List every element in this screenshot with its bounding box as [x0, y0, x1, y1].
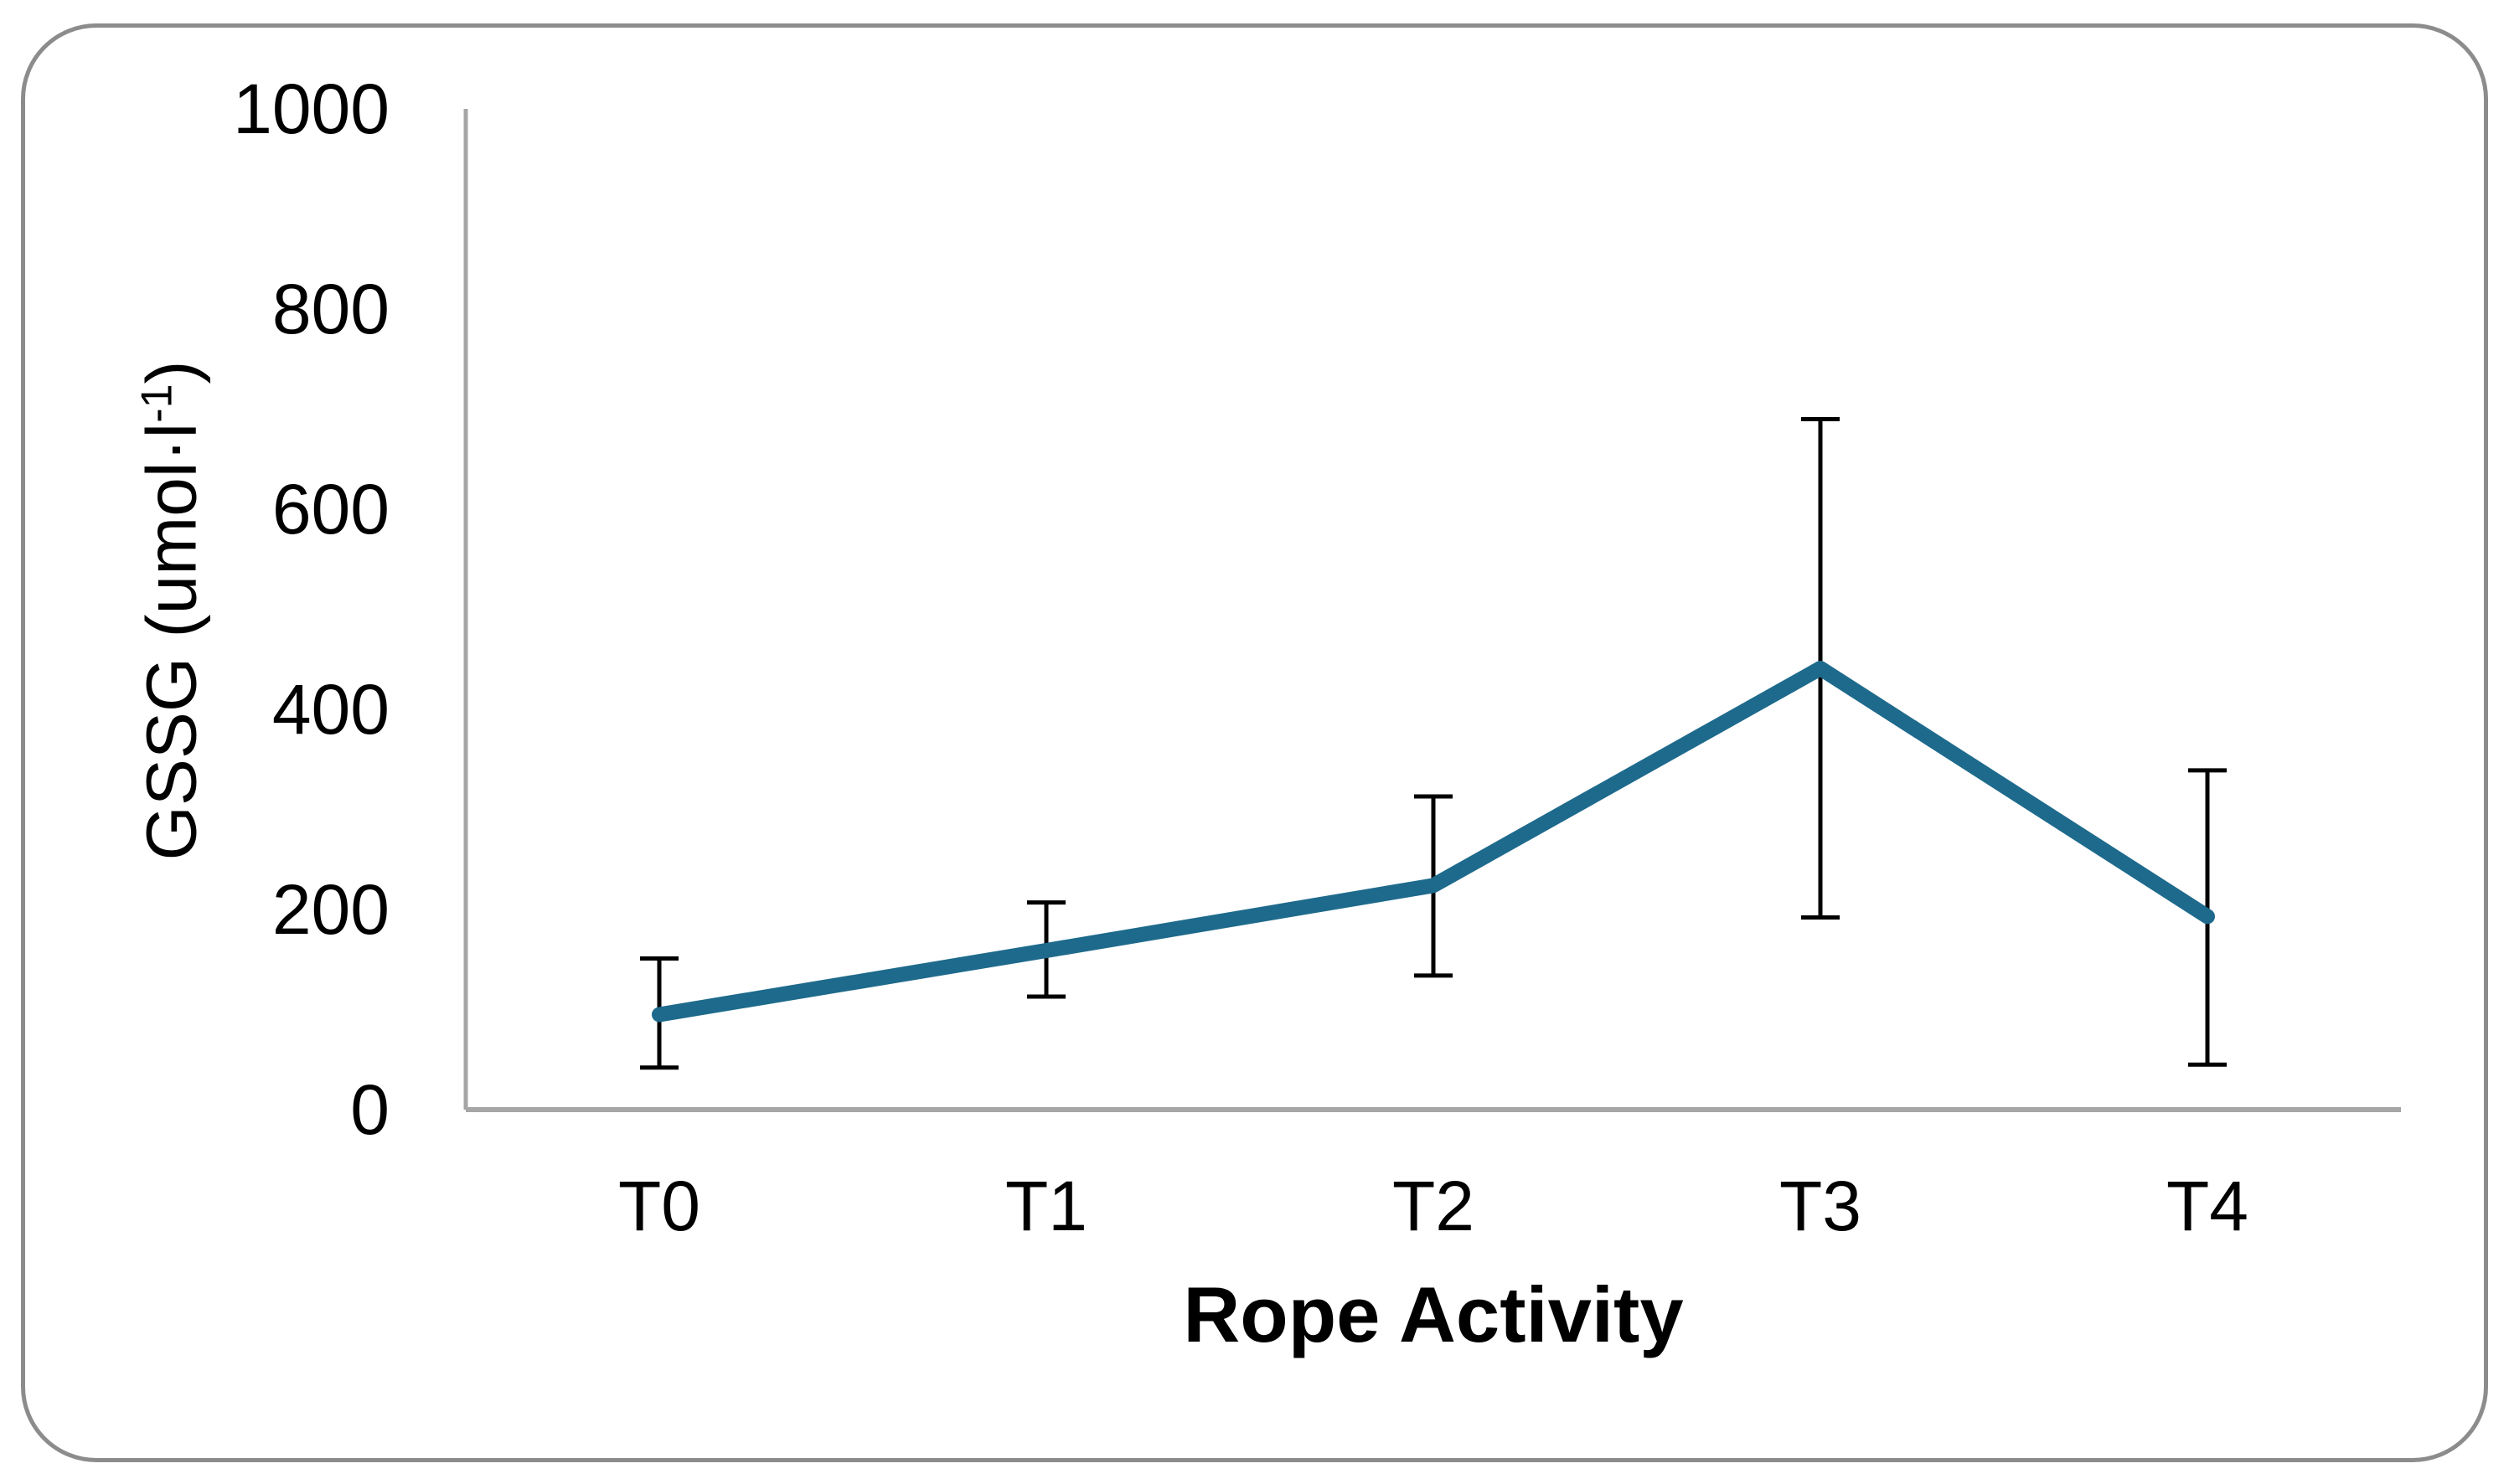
x-tick-label: T3: [1778, 1167, 1862, 1245]
y-tick-label: 1000: [233, 70, 390, 148]
x-tick-label: T4: [2166, 1167, 2249, 1245]
y-axis-title-superscript: -1: [132, 384, 182, 423]
y-axis-title-close: ): [132, 360, 211, 384]
x-tick-label: T1: [1004, 1167, 1088, 1245]
y-tick-label: 0: [350, 1070, 390, 1149]
x-axis-title: Rope Activity: [1183, 1270, 1684, 1358]
y-tick-label: 600: [271, 470, 390, 549]
x-tick-label: T0: [617, 1167, 701, 1245]
y-axis-title: GSSG (umol·l-1): [132, 360, 213, 860]
y-tick-label: 400: [271, 670, 390, 749]
y-tick-label: 200: [271, 870, 390, 949]
y-axis-title-base: GSSG (umol·l: [132, 422, 211, 861]
chart-card-border: [21, 23, 2488, 1462]
y-tick-label: 800: [271, 270, 390, 348]
data-line: [652, 661, 2215, 1023]
x-tick-label: T2: [1391, 1167, 1475, 1245]
